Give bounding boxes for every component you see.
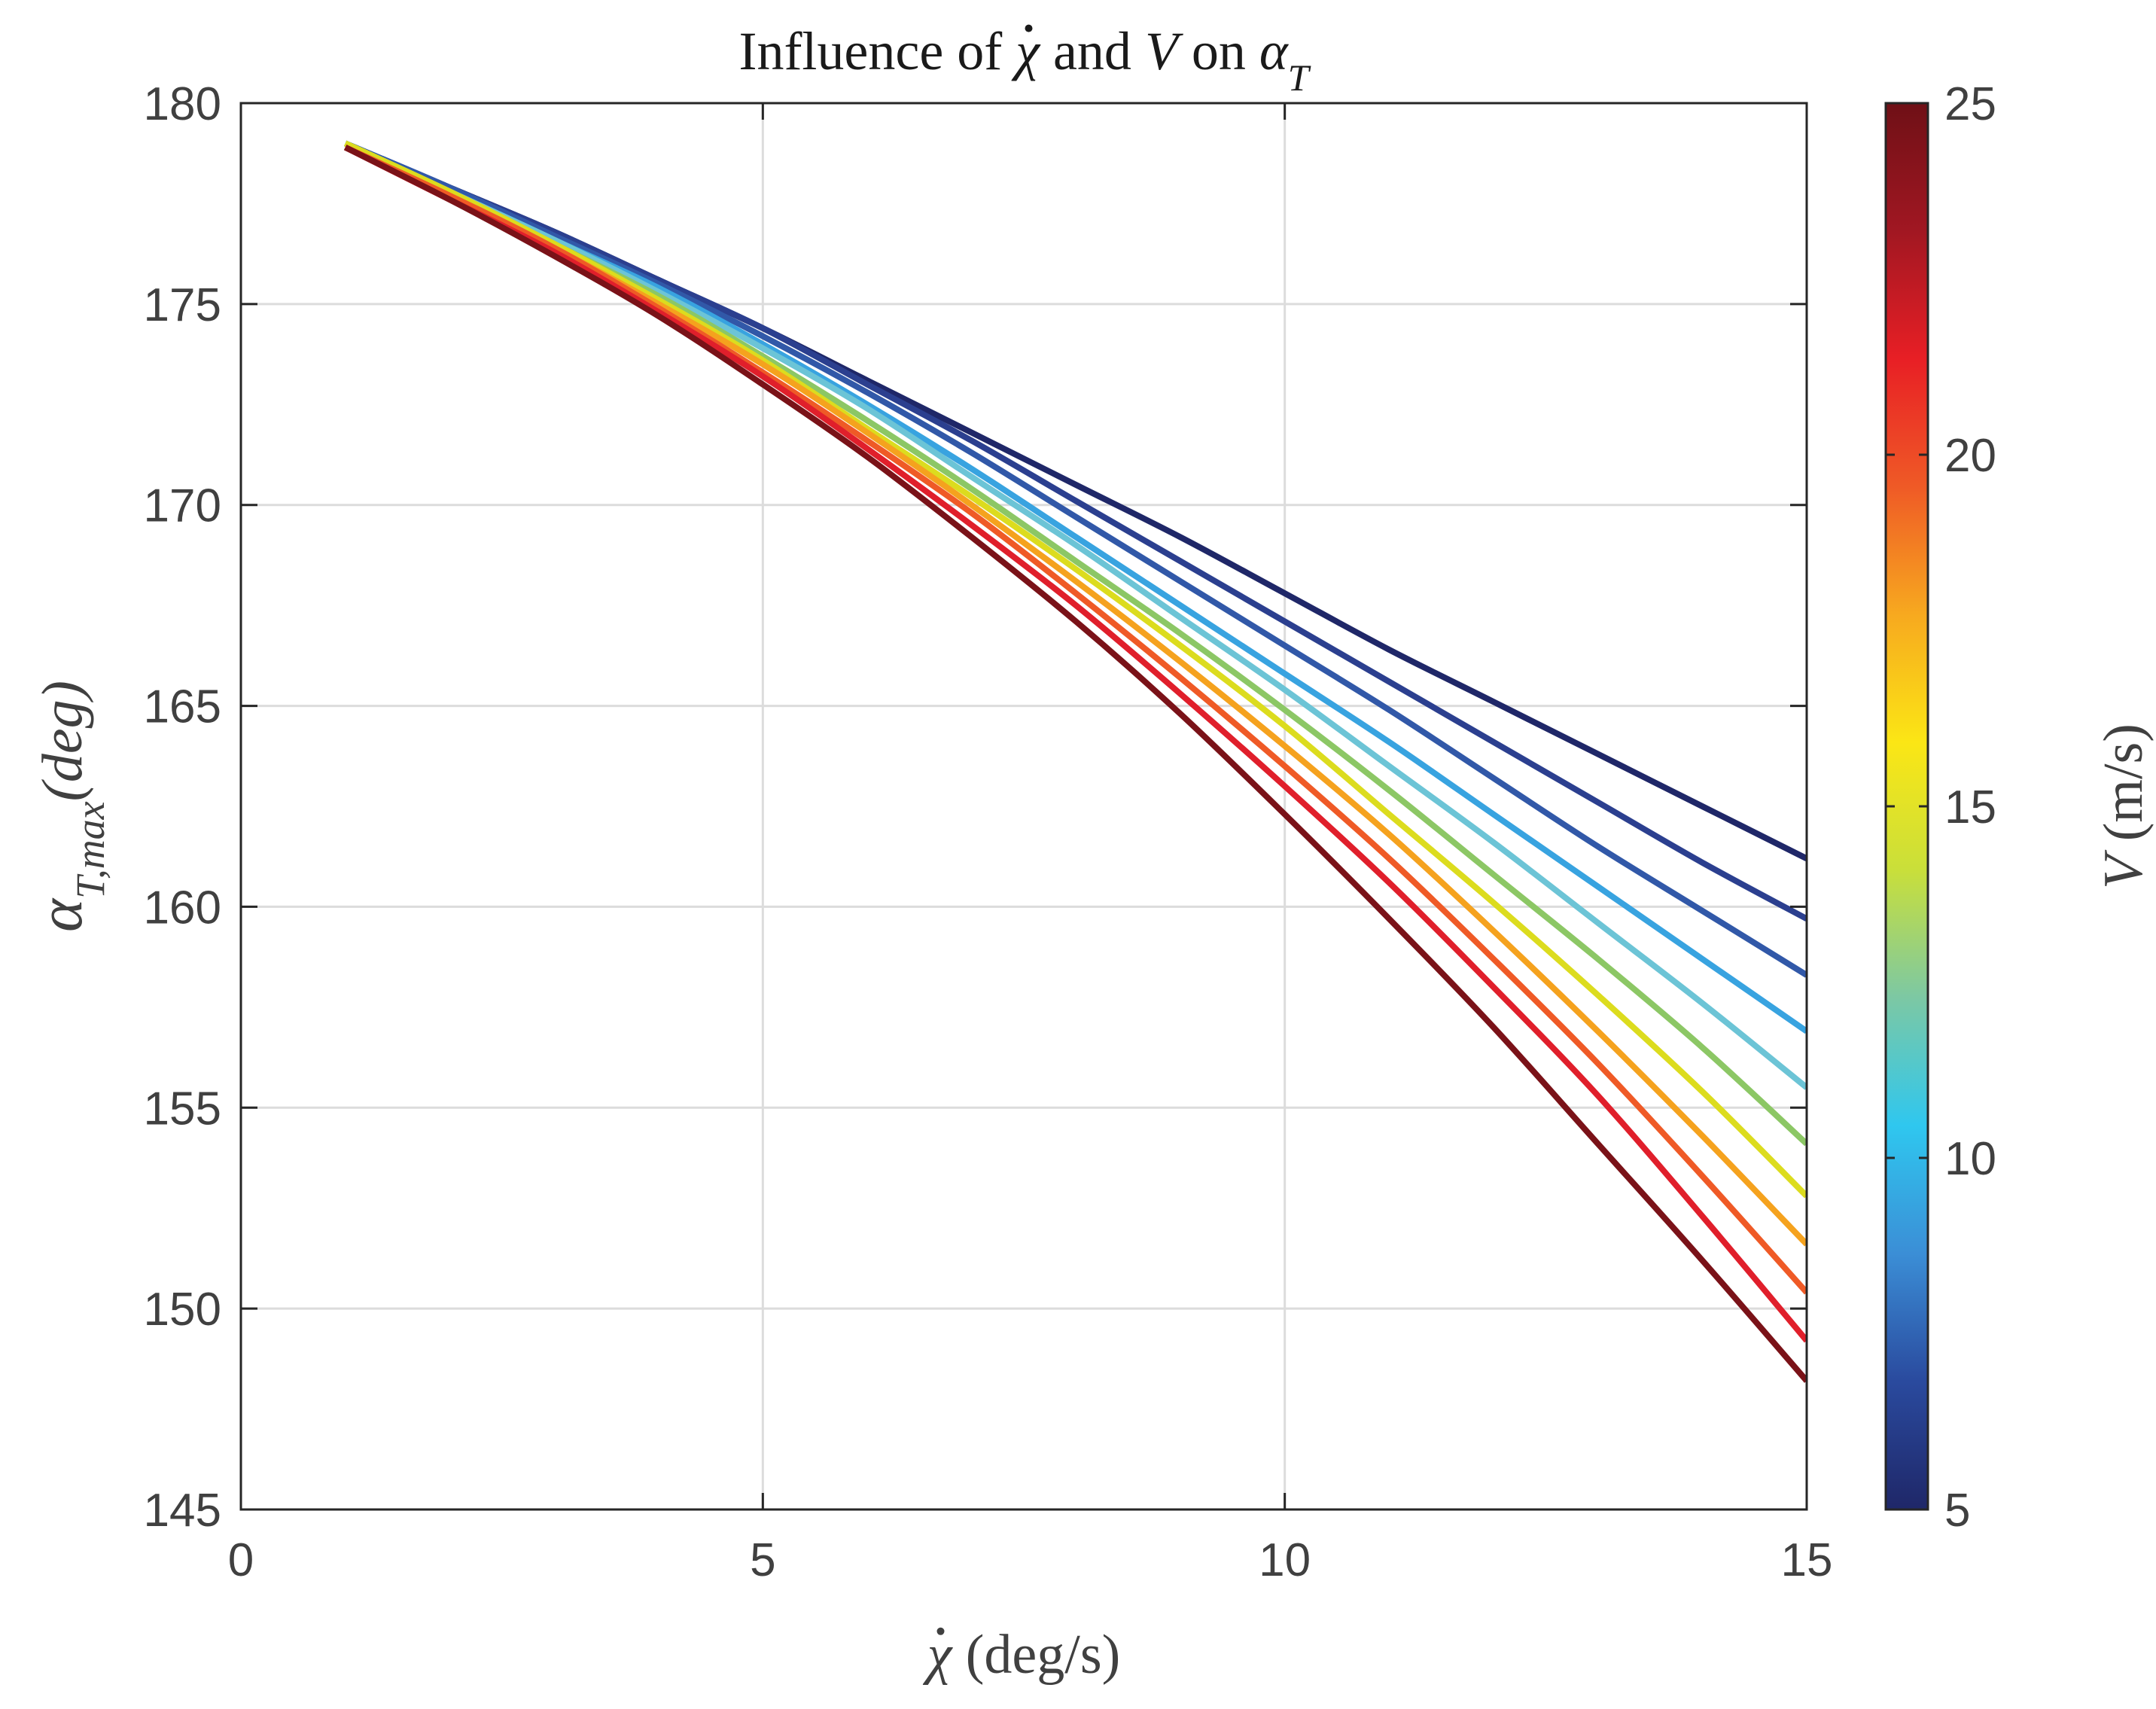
chart-title: Influence of χ and V on αT — [738, 21, 1311, 99]
title-v-symbol: V — [1145, 21, 1183, 81]
plot-area — [241, 103, 1807, 1509]
x-tick-label: 0 — [228, 1534, 254, 1586]
y-tick-label: 165 — [144, 681, 221, 733]
title-alpha-subscript: T — [1288, 56, 1311, 99]
series-line — [344, 145, 1807, 1295]
colorbar-tick-label: 5 — [1944, 1485, 1970, 1537]
y-tick-label: 180 — [144, 78, 221, 130]
title-on-text: on — [1178, 21, 1259, 81]
colorbar-label-unit: (m/s) — [2093, 724, 2154, 855]
x-axis-label-symbol: χ — [923, 1624, 954, 1686]
colorbar-tick-label: 10 — [1944, 1133, 1996, 1185]
colorbar-ticks — [1886, 453, 1928, 1159]
title-chi-dot — [1025, 24, 1033, 32]
series-lines — [343, 140, 1807, 1383]
title-alpha-symbol: α — [1259, 21, 1289, 81]
y-tick-label: 160 — [144, 882, 221, 934]
axis-ticks — [239, 102, 1808, 1511]
grid-lines — [241, 103, 1807, 1509]
x-tick-label: 5 — [750, 1534, 775, 1586]
y-axis-label-unit: (deg) — [31, 681, 94, 801]
colorbar-label-symbol: V — [2093, 849, 2154, 889]
x-tick-label: 10 — [1259, 1534, 1311, 1586]
colorbar-tick-label: 15 — [1944, 781, 1996, 833]
axes-box — [239, 102, 1808, 1511]
colorbar-label: V (m/s) — [2093, 724, 2154, 889]
y-axis-label-symbol: α — [26, 897, 96, 932]
colorbar-tick-labels: 5 10 15 20 25 — [1944, 78, 1996, 1537]
title-prefix: Influence of — [738, 21, 1016, 81]
axes — [239, 102, 1808, 1511]
y-tick-label: 175 — [144, 279, 221, 331]
y-tick-labels: 145 150 155 160 165 170 175 180 — [144, 78, 221, 1537]
x-tick-label: 15 — [1781, 1534, 1833, 1586]
y-axis-label: αT,max(deg) — [26, 681, 113, 932]
x-axis-label-unit: (deg/s) — [952, 1624, 1120, 1686]
colorbar-tick-label: 20 — [1944, 430, 1996, 482]
y-tick-label: 155 — [144, 1083, 221, 1135]
x-axis-label-dot — [936, 1627, 945, 1635]
x-tick-labels: 0 5 10 15 — [228, 1534, 1833, 1586]
y-tick-label: 150 — [144, 1284, 221, 1336]
series-line — [344, 140, 1807, 978]
title-middle: and — [1040, 21, 1145, 81]
series-line — [343, 145, 1807, 1343]
x-axis-label: χ (deg/s) — [923, 1624, 1121, 1686]
series-line — [344, 140, 1807, 1090]
series-line — [344, 140, 1807, 1199]
colorbar-tick-label: 25 — [1944, 78, 1996, 130]
y-tick-label: 145 — [144, 1485, 221, 1537]
series-line — [343, 145, 1807, 1383]
series-line — [344, 140, 1807, 922]
y-tick-label: 170 — [144, 480, 221, 532]
y-axis-label-subscript: T,max — [68, 801, 113, 899]
